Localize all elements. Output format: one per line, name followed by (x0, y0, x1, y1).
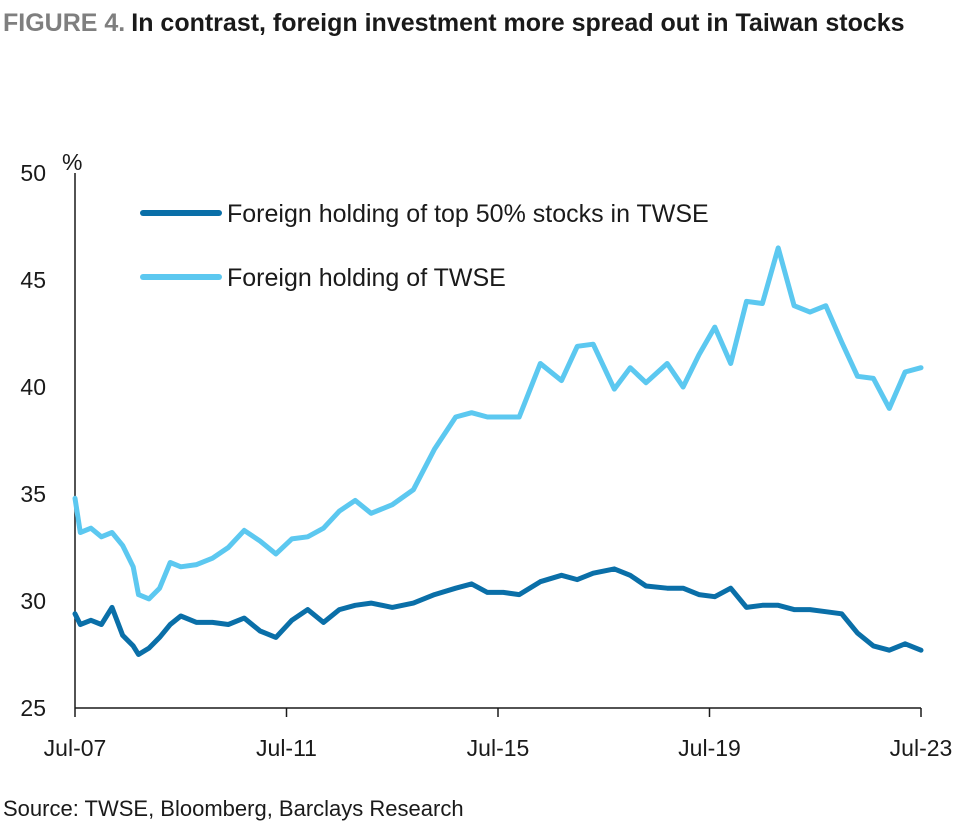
source-note: Source: TWSE, Bloomberg, Barclays Resear… (3, 796, 464, 821)
y-tick-label: 45 (20, 267, 46, 293)
y-tick-label: 35 (20, 481, 46, 507)
x-tick-label: Jul-19 (678, 735, 741, 761)
y-tick-label: 30 (20, 588, 46, 614)
figure-title: In contrast, foreign investment more spr… (131, 9, 905, 37)
y-tick-label: 25 (20, 695, 46, 721)
x-tick-label: Jul-11 (256, 735, 317, 761)
y-tick-label: 40 (20, 374, 46, 400)
series-line-1 (72, 566, 924, 657)
legend-label-2: Foreign holding of TWSE (227, 264, 506, 292)
series-line-2 (72, 245, 924, 602)
legend-label-1: Foreign holding of top 50% stocks in TWS… (227, 200, 709, 228)
line-chart: 25 30 35 40 45 50 % Jul-07 Jul-11 Jul-15 Jul-19 Jul… (20, 149, 953, 761)
y-tick-label: 50 (20, 160, 46, 186)
chart-title: FIGURE 4. In contrast, foreign investment… (3, 4, 963, 42)
x-tick-label: Jul-07 (44, 735, 107, 761)
y-axis-unit: % (62, 149, 82, 175)
figure-label: FIGURE 4. (3, 9, 126, 37)
x-tick-label: Jul-23 (890, 735, 953, 761)
x-tick-label: Jul-15 (467, 735, 530, 761)
